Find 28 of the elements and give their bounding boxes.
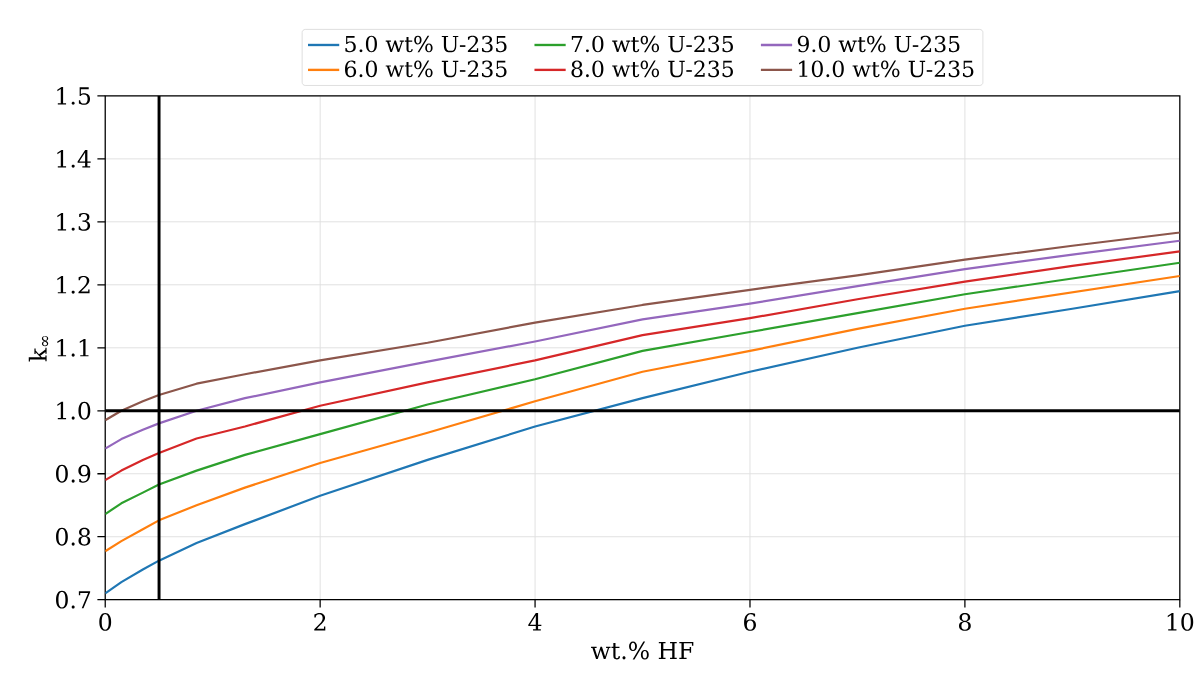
line-series [105, 231, 1180, 422]
line-series [105, 290, 1180, 595]
legend-label: 8.0 wt% U-235 [571, 60, 733, 78]
x-tick-label: 6 [744, 613, 756, 632]
line-series [105, 250, 1180, 482]
legend-label: 7.0 wt% U-235 [571, 35, 733, 53]
legend-label: 10.0 wt% U-235 [799, 60, 974, 78]
x-tick-label: 2 [314, 613, 326, 631]
y-tick-label: 1.3 [57, 213, 91, 231]
y-tick-label: 1.5 [57, 87, 91, 105]
y-tick-label: 0.8 [56, 528, 91, 546]
x-axis-title: wt.% HF [591, 641, 694, 660]
x-tick-label: 0 [99, 613, 112, 632]
line-series [105, 261, 1180, 516]
y-tick-label: 1.1 [57, 339, 89, 357]
x-tick-label: 4 [528, 613, 542, 631]
x-tick-label: 8 [959, 613, 971, 632]
line-series [105, 239, 1180, 450]
y-tick-label: 1.2 [57, 276, 90, 294]
legend-label: 9.0 wt% U-235 [797, 35, 960, 53]
y-tick-label: 0.7 [56, 590, 91, 609]
y-tick-label: 1.0 [57, 402, 91, 420]
x-tick-label: 10 [1167, 613, 1194, 632]
y-tick-label: 1.4 [57, 150, 91, 168]
y-tick-label: 0.9 [56, 465, 91, 483]
legend-label: 5.0 wt% U-235 [345, 35, 507, 53]
y-axis-title: k$_{∞}$ [28, 336, 49, 362]
legend-label: 6.0 wt% U-235 [345, 60, 507, 78]
